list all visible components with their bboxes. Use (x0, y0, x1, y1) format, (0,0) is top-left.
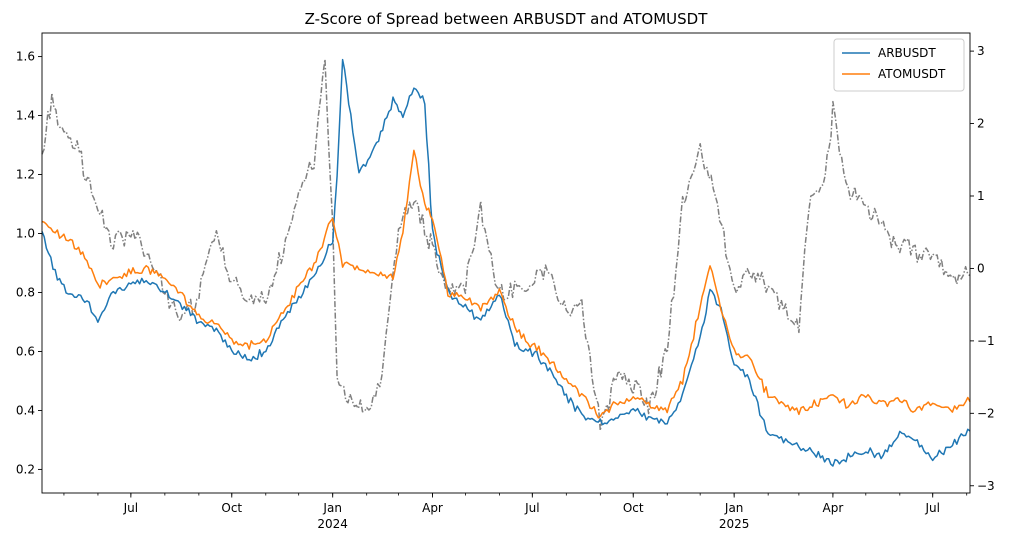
y-tick-label: 0.4 (16, 403, 35, 417)
x-tick-label: Jul (123, 501, 138, 515)
y-tick-label: 1.4 (16, 109, 35, 123)
x-tick-label: Jan (322, 501, 342, 515)
y-tick-label: 0.2 (16, 462, 35, 476)
y-tick-label: 1.0 (16, 227, 35, 241)
x-tick-label: Jul (524, 501, 539, 515)
y2-tick-label: 3 (977, 44, 985, 58)
legend: ARBUSDT ATOMUSDT (833, 38, 965, 92)
legend-box (833, 38, 965, 92)
x-tick-year-label: 2024 (317, 517, 348, 531)
y2-tick-label: −1 (977, 334, 995, 348)
x-tick-label: Oct (623, 501, 644, 515)
series-line-atomusdt (41, 149, 971, 419)
x-tick-label: Apr (823, 501, 844, 515)
x-tick-label: Jan (724, 501, 744, 515)
y-tick-label: 1.2 (16, 168, 35, 182)
x-tick-label: Jul (924, 501, 939, 515)
series-line-spread-zscore (41, 58, 971, 432)
x-tick-year-label: 2025 (719, 517, 750, 531)
y-tick-label: 0.8 (16, 285, 35, 299)
y-tick-label: 0.6 (16, 344, 35, 358)
x-tick-label: Oct (221, 501, 242, 515)
y2-tick-label: −2 (977, 406, 995, 420)
y2-tick-label: −3 (977, 479, 995, 493)
y2-tick-label: 0 (977, 261, 985, 275)
legend-label-atomusdt: ATOMUSDT (878, 67, 946, 81)
y2-tick-label: 1 (977, 189, 985, 203)
chart-title: Z-Score of Spread between ARBUSDT and AT… (305, 10, 709, 28)
plot-frame (41, 32, 971, 494)
series-layer (41, 58, 971, 467)
y2-tick-label: 2 (977, 117, 985, 131)
y-tick-label: 1.6 (16, 50, 35, 64)
series-line-arbusdt (41, 58, 971, 467)
x-tick-label: Apr (422, 501, 443, 515)
legend-label-arbusdt: ARBUSDT (878, 46, 936, 60)
axes-layer: 0.2 0.4 0.6 0.8 1.0 1.2 1.4 1.6 −3 −2 −1 0 1 2 3 Jul Oct… (16, 32, 995, 531)
